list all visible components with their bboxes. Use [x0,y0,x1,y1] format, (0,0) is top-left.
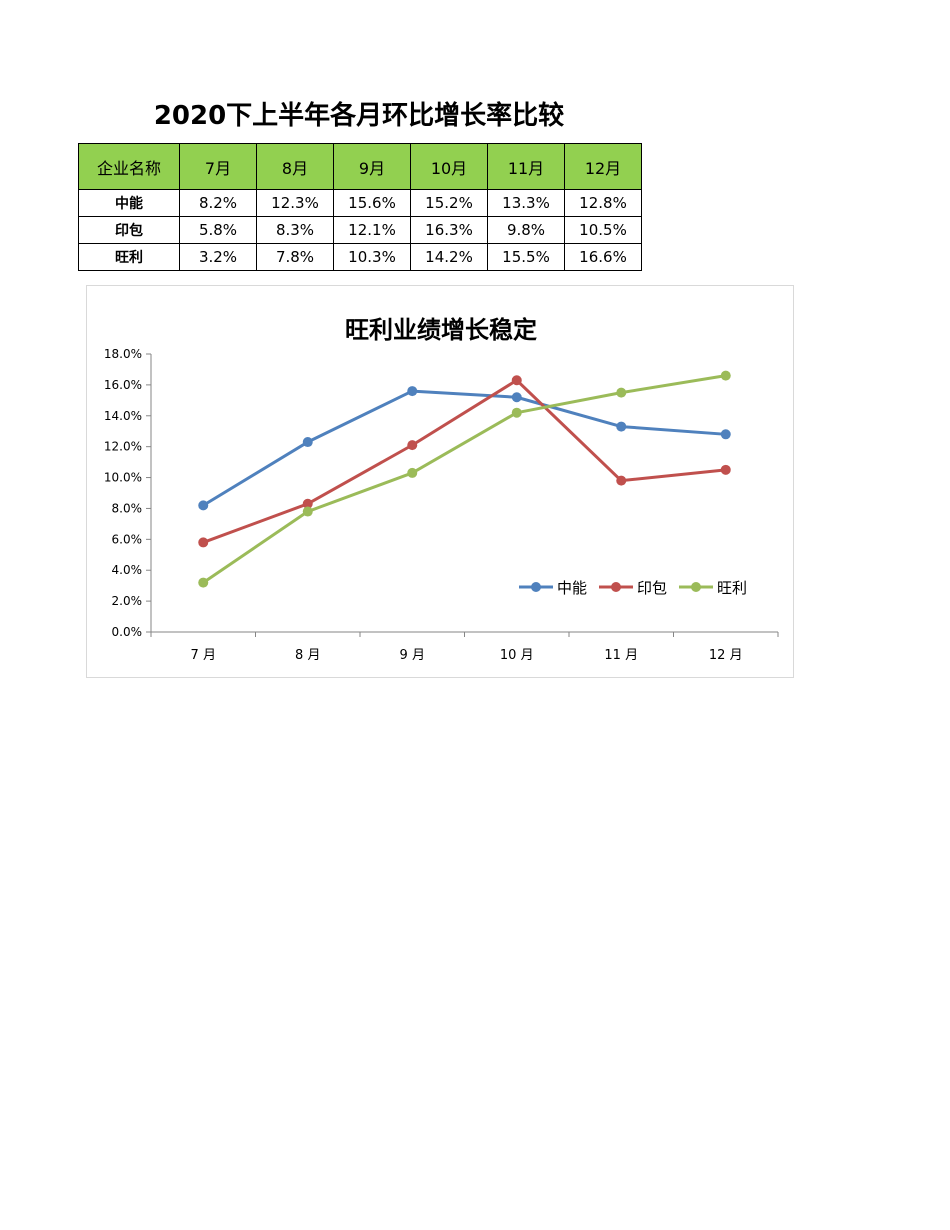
y-tick-label: 10.0% [104,471,142,485]
legend-marker [611,582,621,592]
table-cell: 16.3% [410,216,488,244]
data-point [302,437,313,448]
data-point [720,464,731,475]
header-month: 7月 [179,143,257,190]
table-cell: 12.3% [256,189,334,217]
chart-title: 旺利业绩增长稳定 [345,316,537,344]
data-point [720,429,731,440]
data-point [616,475,627,486]
table-cell: 14.2% [410,243,488,271]
table-cell: 5.8% [179,216,257,244]
table-row: 旺利 3.2% 7.8% 10.3% 14.2% 15.5% 16.6% [78,243,642,271]
data-point [198,577,209,588]
x-tick-label: 11 月 [604,648,638,663]
data-point [198,537,209,548]
legend-label: 中能 [557,579,587,597]
x-tick-label: 7 月 [191,648,216,663]
table-cell: 10.3% [333,243,411,271]
y-tick-label: 14.0% [104,409,142,423]
table-cell: 8.3% [256,216,334,244]
table-cell: 15.6% [333,189,411,217]
series-line [201,374,728,585]
chart-container: 旺利业绩增长稳定 0.0% 2.0% 4.0% 6.0% 8.0% 10.0% 12.0% 1… [86,285,794,678]
legend-marker [691,582,701,592]
y-tick-label: 6.0% [112,532,143,546]
header-company: 企业名称 [78,143,180,190]
table-cell: 10.5% [564,216,642,244]
y-tick-label: 4.0% [112,563,143,577]
table-cell: 9.8% [487,216,565,244]
y-tick-label: 12.0% [104,440,142,454]
legend-marker [531,582,541,592]
data-point [302,506,313,517]
table-cell: 7.8% [256,243,334,271]
table-row: 中能 8.2% 12.3% 15.6% 15.2% 13.3% 12.8% [78,189,642,217]
series-line [201,389,728,507]
series-line [201,378,728,544]
header-month: 10月 [410,143,488,190]
x-tick-label: 12 月 [709,648,743,663]
header-month: 9月 [333,143,411,190]
table-cell: 15.5% [487,243,565,271]
x-tick-label: 9 月 [400,648,425,663]
x-tick-label: 10 月 [500,648,534,663]
company-name: 中能 [78,189,180,217]
growth-table: 企业名称 7月 8月 9月 10月 11月 12月 中能 8.2% 12.3% … [78,143,642,271]
y-tick-label: 0.0% [112,625,143,639]
table-cell: 15.2% [410,189,488,217]
data-point [511,375,522,386]
data-point [198,500,209,511]
table-cell: 3.2% [179,243,257,271]
data-point [407,467,418,478]
data-point [407,386,418,397]
x-tick-label: 8 月 [295,648,320,663]
line-chart: 旺利业绩增长稳定 0.0% 2.0% 4.0% 6.0% 8.0% 10.0% 12.0% 1… [104,316,779,663]
data-point [407,440,418,451]
header-month: 11月 [487,143,565,190]
table-cell: 16.6% [564,243,642,271]
table-cell: 12.1% [333,216,411,244]
table-row: 印包 5.8% 8.3% 12.1% 16.3% 9.8% 10.5% [78,216,642,244]
legend-label: 印包 [637,579,667,597]
company-name: 旺利 [78,243,180,271]
header-month: 12月 [564,143,642,190]
company-name: 印包 [78,216,180,244]
table-header-row: 企业名称 7月 8月 9月 10月 11月 12月 [78,143,642,190]
data-point [302,498,313,509]
data-point [511,407,522,418]
legend-label: 旺利 [717,579,747,597]
y-tick-label: 16.0% [104,378,142,392]
table-cell: 12.8% [564,189,642,217]
data-point [616,387,627,398]
table-cell: 8.2% [179,189,257,217]
y-tick-label: 8.0% [112,501,143,515]
data-point [616,421,627,432]
table-cell: 13.3% [487,189,565,217]
data-point [511,392,522,403]
data-point [720,370,731,381]
y-tick-label: 2.0% [112,594,143,608]
header-month: 8月 [256,143,334,190]
document-title: 2020下上半年各月环比增长率比较 [153,101,565,131]
y-tick-label: 18.0% [104,347,142,361]
